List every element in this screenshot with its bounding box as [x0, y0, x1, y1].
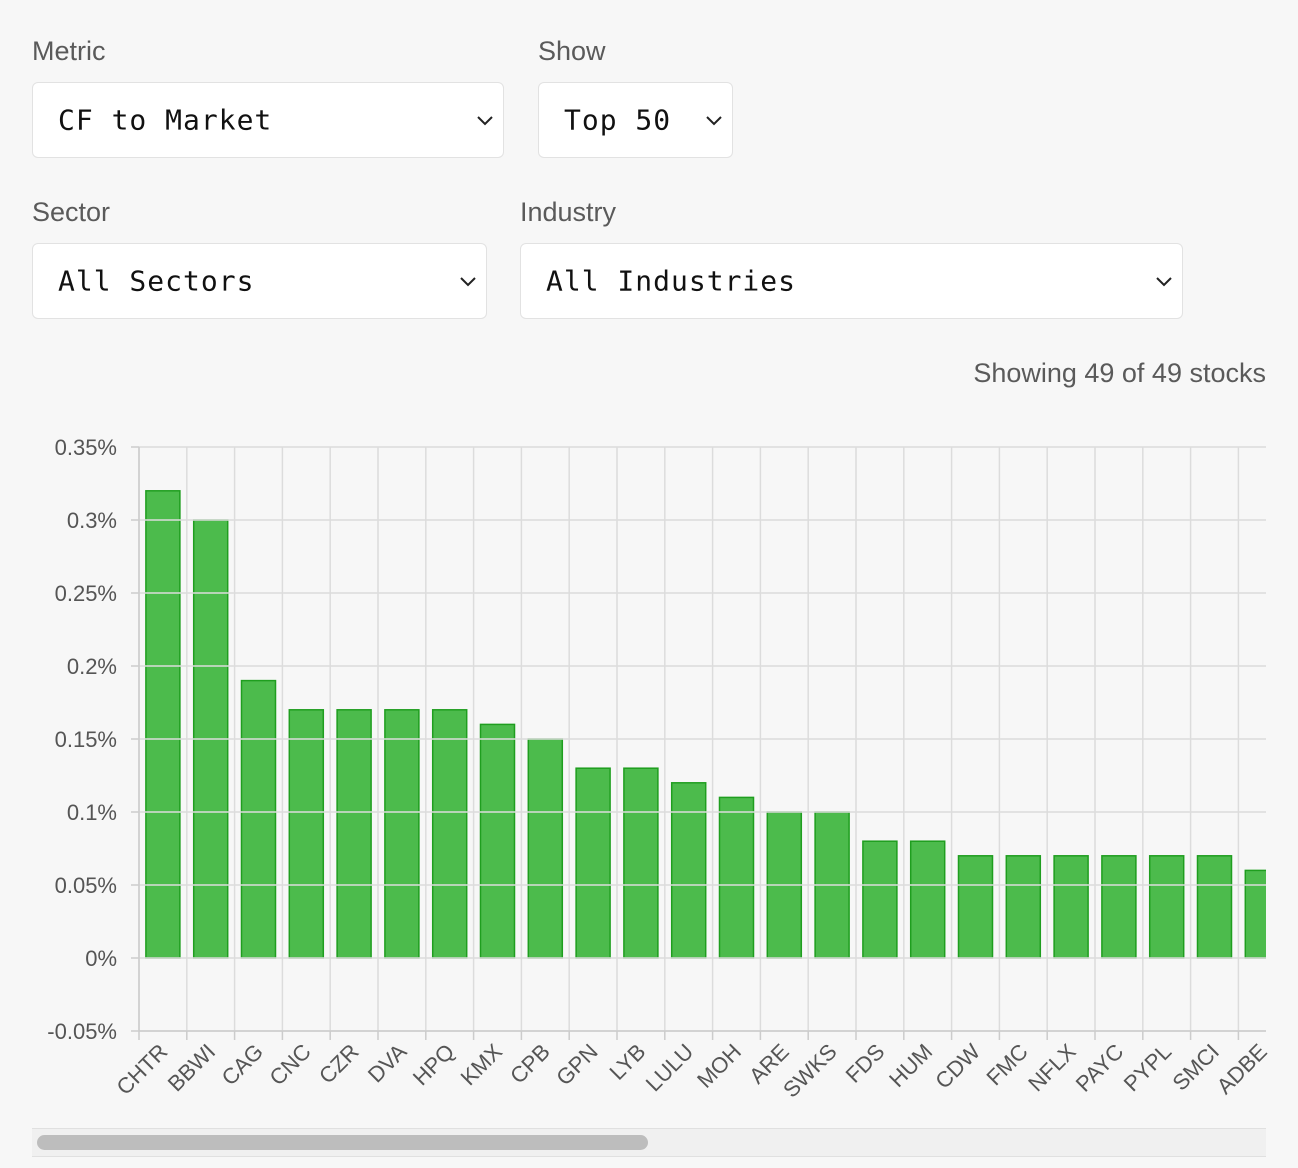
chevron	[704, 111, 724, 131]
scroll-thumb[interactable]	[37, 1135, 648, 1150]
select-value: Top 50	[564, 104, 671, 137]
y-tick-label: 0.05%	[55, 873, 117, 898]
x-tick-label: CNC	[264, 1039, 315, 1090]
bar	[1150, 856, 1184, 958]
chevron	[475, 111, 495, 131]
y-tick-label: 0.25%	[55, 581, 117, 606]
bar	[1198, 856, 1232, 958]
x-tick-label: MOH	[692, 1039, 746, 1093]
x-tick-label: PAYC	[1071, 1039, 1129, 1097]
bar	[911, 841, 945, 958]
bar	[146, 491, 180, 958]
x-tick-label: FMC	[981, 1039, 1032, 1090]
status-text: Showing 49 of 49 stocks	[973, 358, 1266, 389]
x-tick-label: CPB	[505, 1039, 555, 1089]
y-tick-label: 0.15%	[55, 727, 117, 752]
x-tick-label: PYPL	[1119, 1039, 1176, 1096]
bar	[1102, 856, 1136, 958]
x-tick-label: DVA	[363, 1039, 412, 1088]
field-label: Industry	[520, 197, 616, 228]
x-tick-label: CHTR	[112, 1039, 173, 1100]
x-tick-label: FDS	[841, 1039, 890, 1088]
industry-select[interactable]: All Industries	[520, 243, 1183, 319]
y-tick-label: 0%	[85, 946, 117, 971]
x-tick-label: HUM	[884, 1039, 937, 1092]
x-tick-label: CAG	[217, 1039, 268, 1090]
bar	[528, 739, 562, 958]
field-label: Sector	[32, 197, 110, 228]
bar	[624, 768, 658, 958]
chart: -0.05% 0% 0.05% 0.1% 0.15% 0.2% 0.25% 0.3% 0.35%…	[0, 400, 1298, 1120]
bar	[242, 681, 276, 958]
chevron	[1154, 272, 1174, 292]
bar	[672, 783, 706, 958]
bar	[959, 856, 993, 958]
bar	[1054, 856, 1088, 958]
x-tick-label: NFLX	[1023, 1039, 1081, 1097]
field-label: Metric	[32, 36, 106, 67]
y-tick-label: 0.3%	[67, 508, 117, 533]
bar	[576, 768, 610, 958]
y-tick-label: -0.05%	[47, 1019, 117, 1044]
scrollbar[interactable]	[32, 1128, 1266, 1157]
x-tick-label: HPQ	[408, 1039, 459, 1090]
x-tick-label: CDW	[930, 1039, 985, 1094]
select-value: All Industries	[546, 265, 796, 298]
bar	[1006, 856, 1040, 958]
bar	[289, 710, 323, 958]
bar	[433, 710, 467, 958]
show-select[interactable]: Top 50	[538, 82, 733, 158]
x-tick-label: SWKS	[778, 1039, 841, 1102]
sector-select[interactable]: All Sectors	[32, 243, 487, 319]
bar	[337, 710, 371, 958]
bar	[1245, 870, 1279, 958]
bar	[863, 841, 897, 958]
field-label: Show	[538, 36, 606, 67]
metric-select[interactable]: CF to Market	[32, 82, 504, 158]
y-tick-label: 0.35%	[55, 435, 117, 460]
x-tick-label: SMCI	[1167, 1039, 1224, 1096]
x-tick-label: KMX	[456, 1039, 508, 1091]
select-value: CF to Market	[58, 104, 272, 137]
x-tick-label: ADBE	[1212, 1039, 1272, 1099]
x-tick-label: BBWI	[163, 1039, 220, 1096]
chevron	[458, 272, 478, 292]
select-value: All Sectors	[58, 265, 254, 298]
x-tick-label: CZR	[314, 1039, 364, 1089]
x-tick-label: LULU	[641, 1039, 698, 1096]
bar	[481, 724, 515, 958]
bar	[385, 710, 419, 958]
y-tick-label: 0.1%	[67, 800, 117, 825]
bar	[720, 797, 754, 958]
x-tick-label: GPN	[551, 1039, 602, 1090]
y-tick-label: 0.2%	[67, 654, 117, 679]
